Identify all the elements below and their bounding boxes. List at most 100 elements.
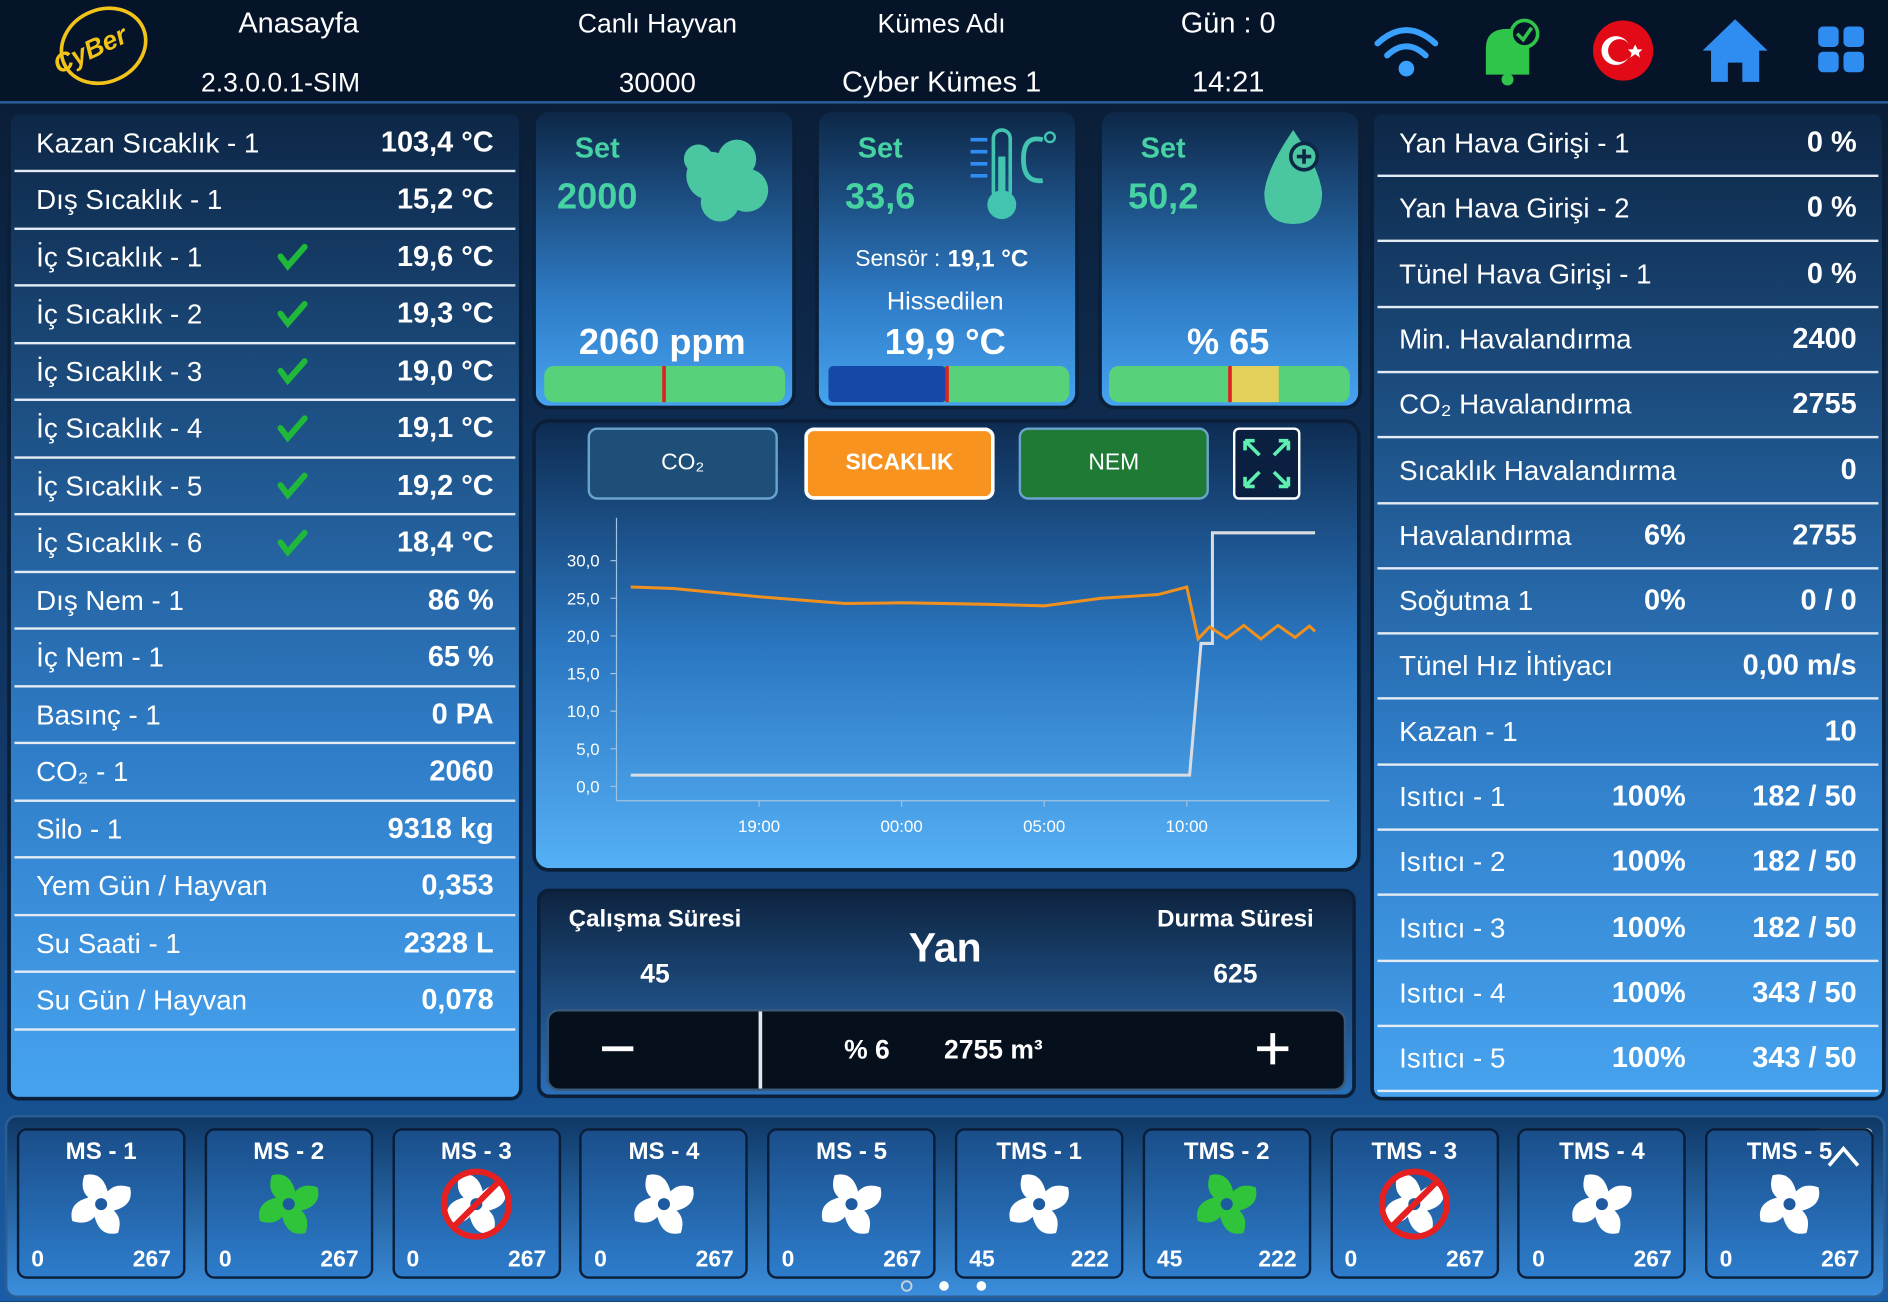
status-value: 2400 <box>1792 322 1857 356</box>
fan-card[interactable]: MS - 4 0 267 <box>579 1128 749 1279</box>
sensor-label: Basınç - 1 <box>36 698 161 730</box>
left-panel <box>7 110 523 1101</box>
fan-card[interactable]: MS - 3 0 267 <box>392 1128 561 1279</box>
status-label: Yan Hava Girişi - 2 <box>1399 192 1630 224</box>
run-label: Çalışma Süresi <box>568 906 742 933</box>
status-row: Tünel Hız İhtiyacı 0,00 m/s <box>1377 635 1879 701</box>
status-label: Sıcaklık Havalandırma <box>1399 453 1677 486</box>
fan-name: TMS - 5 <box>1746 1138 1833 1165</box>
fan-right-value: 222 <box>1070 1247 1109 1273</box>
version: 2.3.0.0.1-SIM <box>201 67 361 98</box>
fan-card[interactable]: TMS - 5 0 267 <box>1705 1128 1874 1279</box>
run-percent: % 6 <box>844 1034 890 1065</box>
fan-left-value: 0 <box>781 1247 795 1273</box>
status-percent: 100% <box>1611 976 1686 1009</box>
set-value: 2000 <box>557 177 638 217</box>
fan-right-value: 267 <box>695 1247 734 1273</box>
fan-left-value: 0 <box>594 1247 607 1273</box>
sensor-row: CO₂ - 1 2060 <box>14 745 516 802</box>
fan-name: MS - 2 <box>253 1138 325 1165</box>
gauge-reading: 2060 ppm <box>578 322 746 363</box>
sensor-label: Su Gün / Hayvan <box>36 984 248 1016</box>
fan-name: TMS - 4 <box>1559 1138 1645 1165</box>
fan-card[interactable]: TMS - 3 0 267 <box>1330 1128 1499 1279</box>
set-value: 33,6 <box>845 177 916 217</box>
fan-left-value: 0 <box>218 1247 232 1273</box>
status-label: Soğutma 1 <box>1399 584 1534 617</box>
fan-card[interactable]: TMS - 2 45 222 <box>1142 1128 1312 1279</box>
fan-card[interactable]: MS - 2 0 267 <box>204 1128 374 1279</box>
run-title: Yan <box>908 925 982 972</box>
sensor-label: Dış Sıcaklık - 1 <box>36 183 223 215</box>
top-bar <box>0 0 1888 104</box>
set-label: Set <box>857 132 903 165</box>
sensor-value: 103,4 °C <box>380 125 494 159</box>
sensor-value: 65 % <box>427 640 494 674</box>
fan-card[interactable]: MS - 1 0 267 <box>16 1128 186 1279</box>
sensor-label: Su Saati - 1 <box>36 927 181 959</box>
chart-tab[interactable]: CO₂ <box>587 427 778 500</box>
status-percent: 100% <box>1611 780 1686 813</box>
sensor-value: 19,2 °C <box>396 468 494 502</box>
fan-left-value: 0 <box>31 1247 45 1273</box>
status-value: 0 / 0 <box>1800 584 1857 617</box>
status-value: 0 % <box>1806 257 1857 290</box>
sensor-row: İç Sıcaklık - 5 19,2 °C <box>14 459 516 516</box>
set-label: Set <box>574 132 620 165</box>
status-row: Sıcaklık Havalandırma 0 <box>1377 439 1879 504</box>
fan-card[interactable]: TMS - 4 0 267 <box>1517 1128 1687 1279</box>
fan-name: MS - 4 <box>628 1138 700 1165</box>
sensor-value: 0,353 <box>421 869 494 902</box>
plus-button[interactable] <box>1204 1014 1341 1086</box>
fan-card[interactable]: TMS - 1 45 222 <box>954 1128 1124 1279</box>
status-value: 10 <box>1824 714 1857 748</box>
status-value: 182 / 50 <box>1752 911 1857 944</box>
run-control-bar <box>546 1009 1347 1091</box>
coop-label: Kümes Adı <box>877 8 1006 39</box>
sensor-value: 19,1 °C <box>947 246 1029 273</box>
status-row: Isıtıcı - 4 100% 343 / 50 <box>1377 962 1879 1027</box>
fan-card[interactable]: MS - 5 0 267 <box>767 1128 936 1279</box>
status-label: Isıtıcı - 5 <box>1399 1042 1506 1074</box>
status-label: Isıtıcı - 4 <box>1399 976 1506 1009</box>
status-label: Min. Havalandırma <box>1399 323 1632 355</box>
sensor-label: Silo - 1 <box>36 812 123 845</box>
sensor-row: İç Sıcaklık - 3 19,0 °C <box>14 344 516 401</box>
status-value: 0 % <box>1806 191 1857 225</box>
status-row: Isıtıcı - 2 100% 182 / 50 <box>1377 831 1879 897</box>
status-value: 2755 <box>1792 387 1857 421</box>
fan-name: MS - 5 <box>816 1138 887 1165</box>
status-row: Havalandırma 6% 2755 <box>1377 504 1879 570</box>
status-row: Min. Havalandırma 2400 <box>1377 308 1879 374</box>
status-label: Tünel Hız İhtiyacı <box>1399 650 1614 682</box>
sensor-row: Su Saati - 1 2328 L <box>14 916 516 973</box>
sensor-value: 2060 <box>429 754 494 788</box>
chart-tab-label: SICAKLIK <box>845 450 954 476</box>
status-value: 0,00 m/s <box>1742 649 1857 682</box>
sensor-row: İç Sıcaklık - 6 18,4 °C <box>14 516 516 573</box>
minus-button[interactable] <box>551 1014 758 1086</box>
status-value: 2755 <box>1792 518 1857 552</box>
sensor-value: 18,4 °C <box>396 526 494 559</box>
status-label: CO₂ Havalandırma <box>1399 388 1632 420</box>
fan-right-value: 267 <box>883 1247 922 1273</box>
animals-label: Canlı Hayvan <box>577 8 737 39</box>
status-row: Tünel Hava Girişi - 1 0 % <box>1377 243 1879 308</box>
sensor-label: Yem Gün / Hayvan <box>36 869 268 902</box>
chart-tab[interactable]: SICAKLIK <box>804 427 995 500</box>
stop-label: Durma Süresi <box>1157 906 1314 933</box>
run-flow: 2755 m³ <box>944 1034 1043 1065</box>
gauge-reading: % 65 <box>1187 322 1270 363</box>
sensor-row: İç Sıcaklık - 1 19,6 °C <box>14 230 516 287</box>
fan-left-value: 45 <box>1156 1247 1183 1273</box>
animals-value: 30000 <box>618 66 696 99</box>
status-row: CO₂ Havalandırma 2755 <box>1377 373 1879 439</box>
sensor-row: Basınç - 1 0 PA <box>14 688 516 745</box>
fan-left-value: 0 <box>1344 1247 1358 1273</box>
status-label: Isıtıcı - 3 <box>1399 911 1506 943</box>
sensor-row: Yem Gün / Hayvan 0,353 <box>14 859 516 916</box>
chart-tab[interactable]: NEM <box>1018 427 1209 500</box>
sensor-value: 0,078 <box>421 983 494 1017</box>
sensor-value: 2328 L <box>403 926 494 960</box>
